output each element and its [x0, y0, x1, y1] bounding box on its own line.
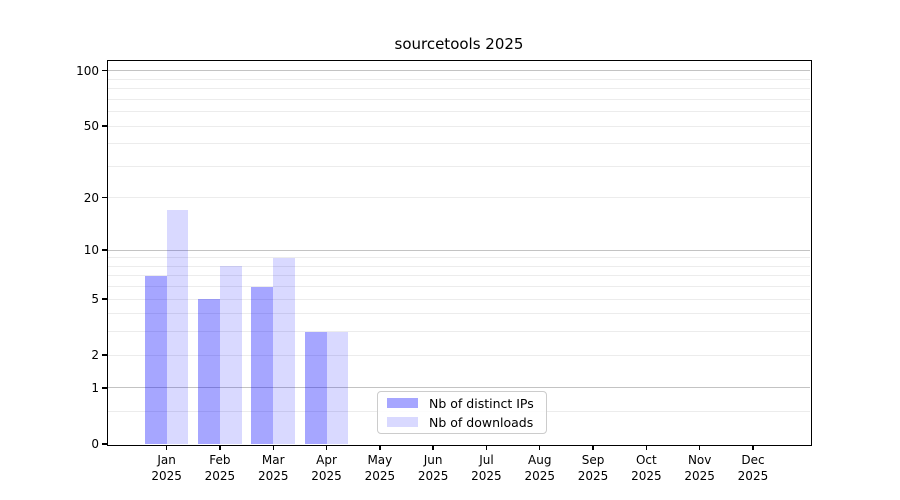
gridline-minor — [108, 78, 810, 80]
gridline-minor — [108, 165, 810, 167]
x-tick-mark-mar — [272, 445, 274, 450]
y-tick-mark-5 — [102, 298, 107, 300]
x-tick-label-may: May 2025 — [364, 453, 396, 483]
gridline-minor — [108, 111, 810, 113]
x-tick-mark-sep — [592, 445, 594, 450]
x-tick-mark-dec — [752, 445, 754, 450]
bar-downloads-mar — [273, 257, 296, 444]
legend-swatch-downloads — [387, 417, 418, 427]
x-tick-mark-nov — [698, 445, 701, 450]
x-tick-label-jun: Jun 2025 — [417, 453, 449, 483]
y-tick-label-100: 100 — [76, 63, 99, 78]
chart-title: sourcetools 2025 — [394, 35, 524, 53]
x-tick-mark-apr — [325, 445, 328, 450]
gridline-minor — [108, 197, 810, 199]
gridline-major — [108, 70, 810, 72]
y-tick-mark-2 — [102, 354, 107, 356]
x-tick-mark-oct — [645, 445, 648, 450]
bar-distinct-ips-feb — [198, 299, 220, 444]
y-tick-mark-20 — [102, 197, 107, 199]
x-tick-label-nov: Nov 2025 — [684, 453, 715, 483]
legend-label-distinct-ips: Nb of distinct IPs — [429, 395, 534, 411]
bar-distinct-ips-jan — [144, 275, 167, 444]
x-tick-label-apr: Apr 2025 — [311, 453, 342, 483]
y-tick-mark-0 — [102, 443, 107, 445]
x-tick-label-aug: Aug 2025 — [524, 453, 556, 483]
y-tick-mark-100 — [102, 70, 107, 72]
plot-area — [108, 61, 810, 444]
bar-distinct-ips-apr — [304, 331, 327, 444]
x-tick-label-oct: Oct 2025 — [631, 453, 662, 483]
y-tick-mark-1 — [102, 387, 107, 389]
y-tick-label-2: 2 — [91, 348, 99, 363]
gridline-minor — [108, 125, 810, 127]
x-tick-mark-feb — [219, 445, 221, 450]
gridline-major — [108, 387, 810, 389]
gridline-minor — [108, 275, 810, 277]
gridline-minor — [108, 298, 810, 300]
legend: Nb of distinct IPs Nb of downloads — [377, 391, 547, 434]
gridline-minor — [108, 331, 810, 333]
gridline-minor — [108, 88, 810, 90]
x-tick-label-jan: Jan 2025 — [151, 453, 182, 483]
gridline-minor — [108, 98, 810, 100]
bar-distinct-ips-mar — [251, 286, 274, 444]
gridline-minor — [108, 265, 810, 267]
x-tick-mark-jan — [165, 445, 168, 450]
bar-downloads-apr — [326, 331, 349, 444]
y-tick-mark-10 — [102, 249, 107, 251]
bar-downloads-jan — [166, 210, 189, 444]
y-tick-label-0: 0 — [91, 437, 99, 451]
x-tick-label-dec: Dec 2025 — [737, 453, 769, 483]
x-tick-label-jul: Jul 2025 — [471, 453, 502, 483]
bar-downloads-feb — [219, 266, 242, 444]
gridline-minor — [108, 313, 810, 315]
legend-entry-distinct-ips: Nb of distinct IPs — [387, 396, 537, 411]
gridline-major — [108, 249, 810, 251]
gridline-minor — [108, 257, 810, 259]
y-tick-label-5: 5 — [91, 292, 99, 307]
x-tick-mark-may — [379, 445, 381, 450]
gridline-minor — [108, 143, 810, 145]
x-tick-label-feb: Feb 2025 — [204, 453, 236, 483]
y-tick-label-20: 20 — [83, 190, 99, 205]
x-tick-mark-jun — [432, 445, 434, 450]
gridline-minor — [108, 354, 810, 356]
legend-label-downloads: Nb of downloads — [429, 414, 534, 430]
x-tick-mark-aug — [539, 445, 541, 450]
legend-swatch-distinct-ips — [387, 398, 418, 408]
legend-entry-downloads: Nb of downloads — [387, 415, 537, 430]
x-tick-label-sep: Sep 2025 — [577, 453, 609, 483]
gridline-minor — [108, 286, 810, 288]
y-tick-label-1: 1 — [91, 380, 99, 395]
y-tick-mark-50 — [102, 125, 107, 127]
x-tick-mark-jul — [485, 445, 488, 450]
y-tick-label-10: 10 — [83, 243, 99, 258]
x-tick-label-mar: Mar 2025 — [257, 453, 289, 483]
y-tick-label-50: 50 — [83, 119, 99, 134]
